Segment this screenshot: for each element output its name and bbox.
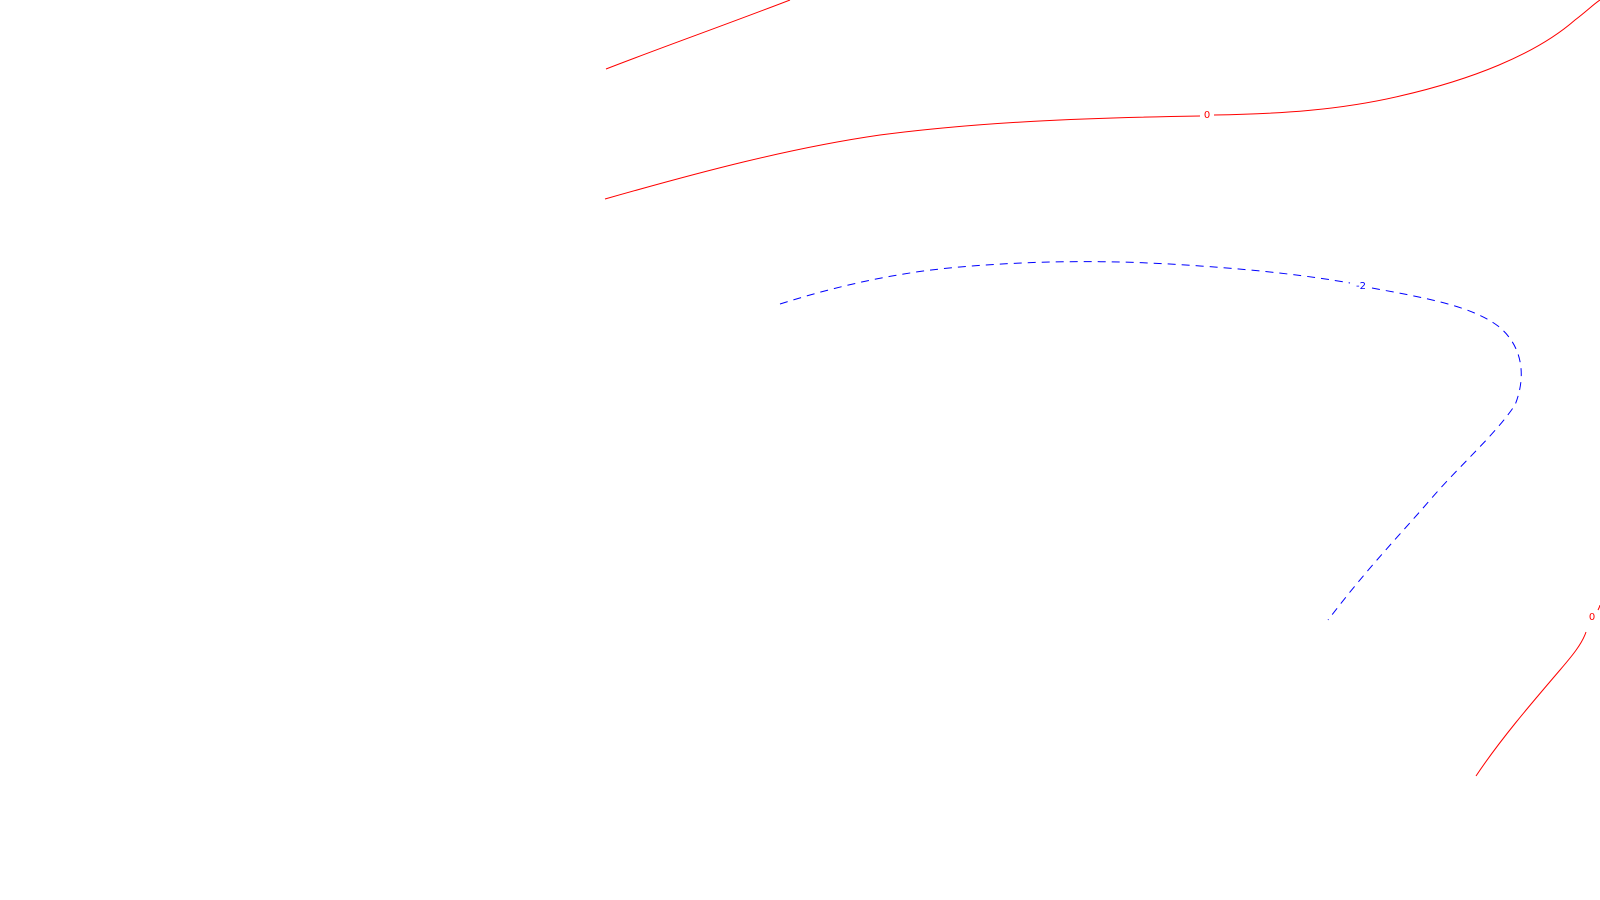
contour-zero-upper-left: [605, 0, 791, 70]
contour-label: -2: [1356, 281, 1366, 292]
contour-label: 0: [1589, 612, 1595, 623]
contour-line: [1475, 631, 1587, 777]
contour-line: [1213, 0, 1600, 116]
contour-zero-top: 0: [604, 0, 1600, 200]
contour-line: [779, 261, 1351, 305]
contour-zero-lower-right: 0: [1475, 604, 1600, 777]
contour-minus-two: -2: [779, 261, 1522, 621]
contour-line: [604, 115, 1201, 200]
contour-line: [1327, 287, 1522, 621]
contour-line: [605, 0, 791, 70]
contour-label: 0: [1204, 110, 1210, 121]
